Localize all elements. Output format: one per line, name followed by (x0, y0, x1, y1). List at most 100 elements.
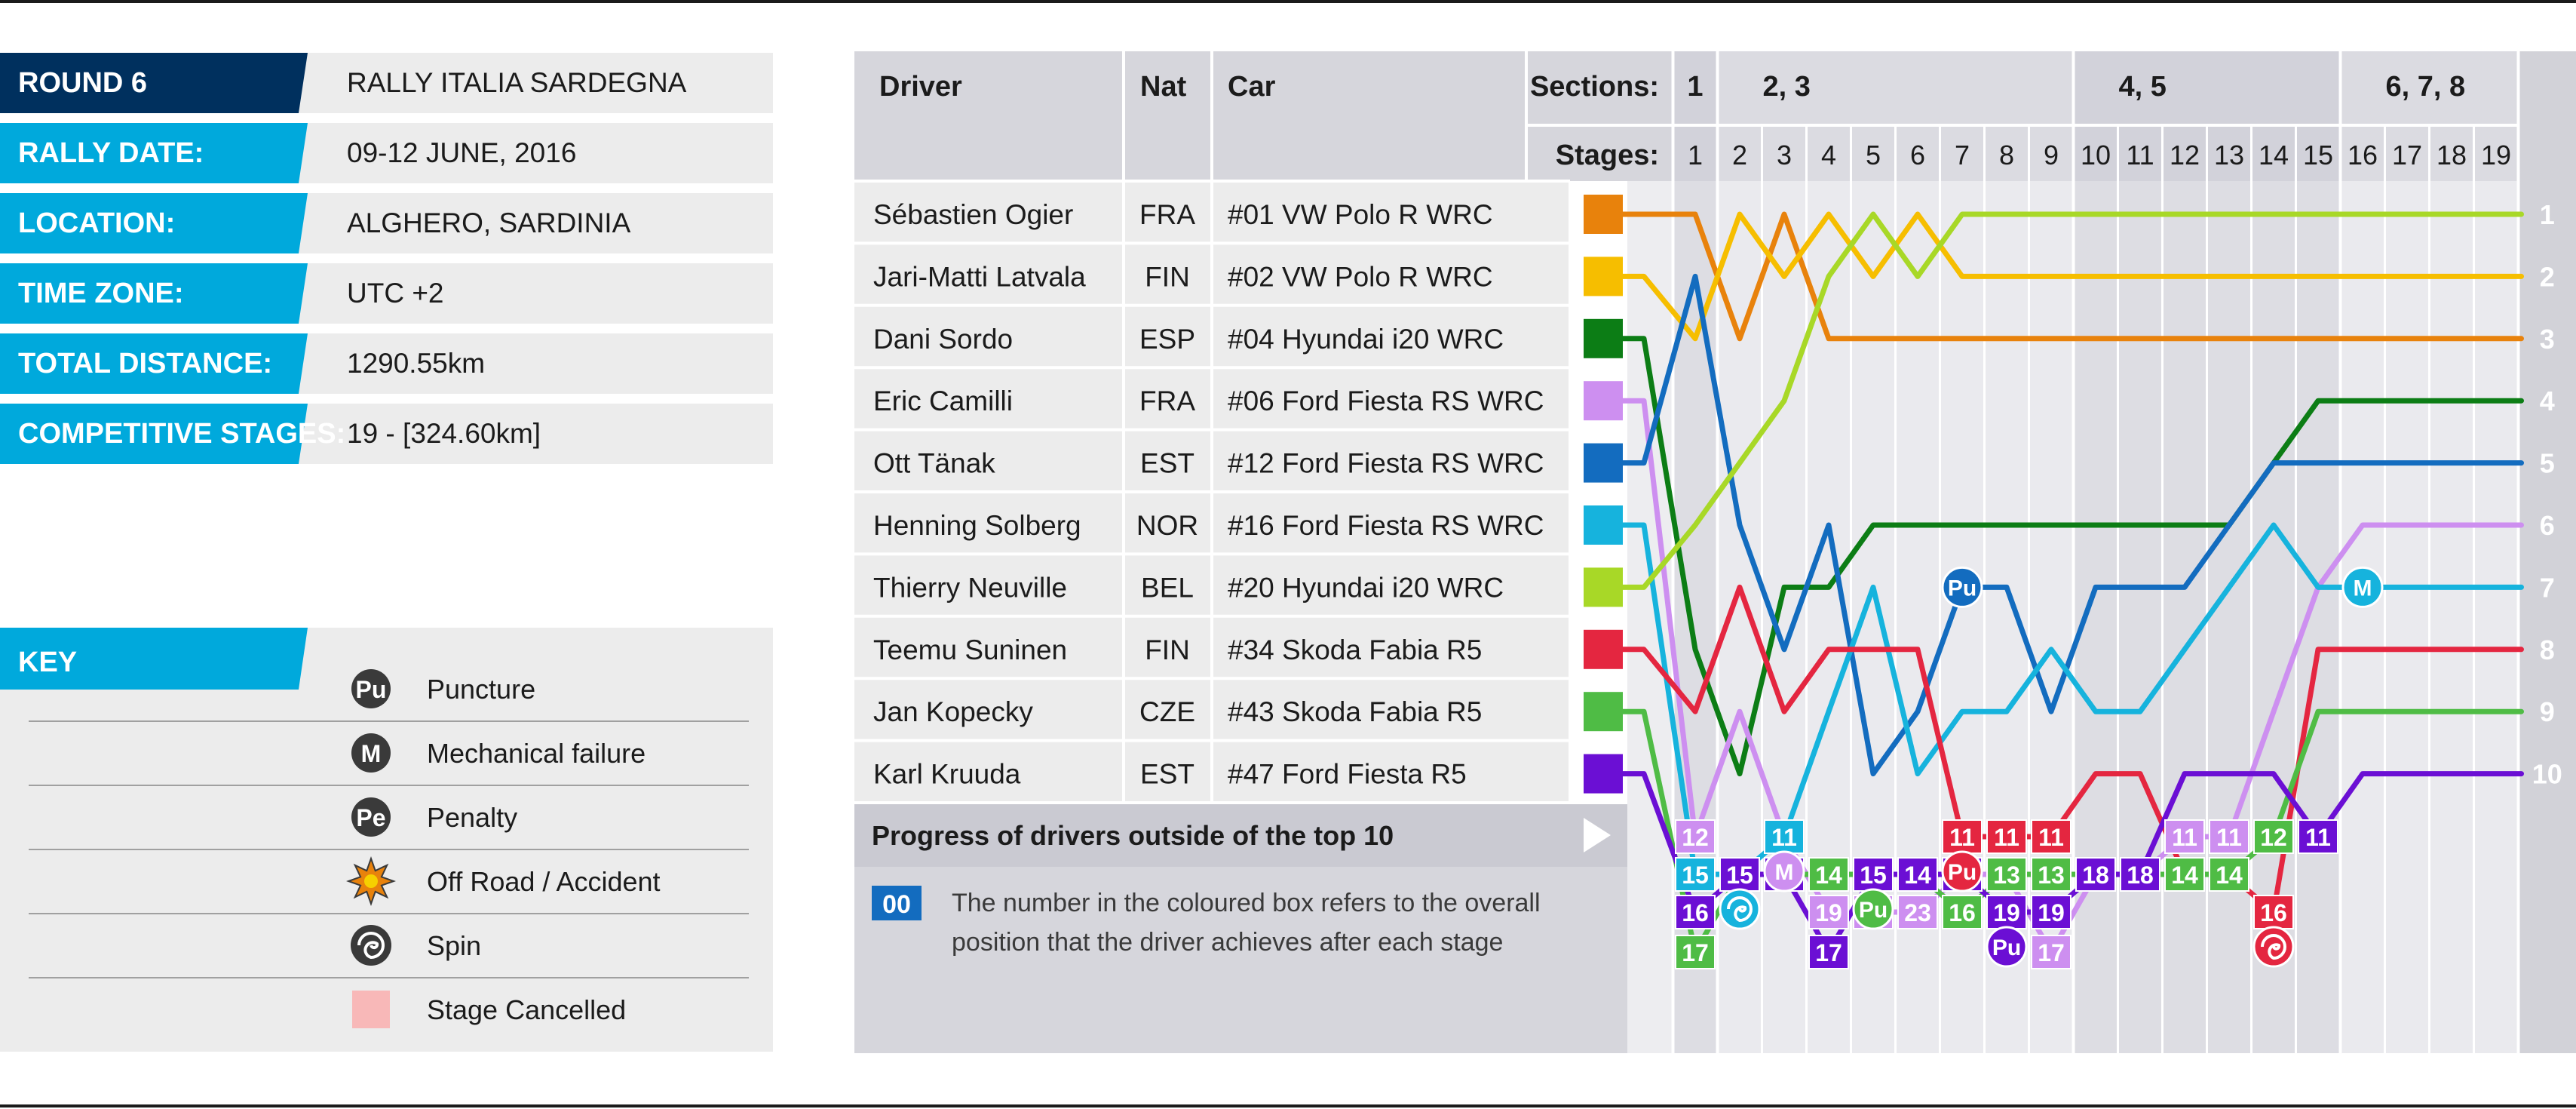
position-box (2253, 819, 2294, 854)
penalty-icon-glyph: Pe (356, 804, 385, 831)
position-box (2075, 857, 2116, 892)
position-lines (1600, 211, 2524, 955)
driver-start-marker (1584, 567, 1623, 607)
stage-number: 13 (2214, 140, 2244, 170)
spin-event-swirl (2261, 934, 2286, 960)
position-box (2120, 857, 2160, 892)
key-item-label: Penalty (427, 802, 517, 833)
final-position-label: 9 (2540, 696, 2555, 727)
puncture-icon (351, 669, 391, 708)
driver-name: Thierry Neuville (873, 572, 1067, 603)
driver-car: #01 VW Polo R WRC (1228, 199, 1493, 230)
position-box-label: 15 (1726, 862, 1753, 889)
position-box-label: 11 (1949, 824, 1975, 851)
info-row-label-bg (0, 193, 308, 253)
driver-nat: FRA (1139, 386, 1195, 416)
mechanical-icon-glyph: M (361, 740, 382, 767)
puncture-event-glyph: Pu (1859, 898, 1888, 923)
driver-car: #06 Ford Fiesta RS WRC (1228, 386, 1544, 416)
driver-nat: FIN (1145, 261, 1190, 292)
key-panel: KEY Pu Puncture M Mechanical failure Pe Penalt… (0, 628, 773, 1052)
driver-nat: FIN (1145, 634, 1190, 665)
position-box-label: 11 (2172, 824, 2197, 851)
mechanical-event-icon (2341, 566, 2384, 608)
stage-number: 12 (2170, 140, 2200, 170)
position-box (1808, 857, 1849, 892)
position-box-label: 16 (1682, 899, 1709, 926)
position-box (1808, 935, 1849, 969)
driver-name: Jan Kopecky (873, 696, 1033, 727)
spin-event-swirl (1727, 896, 1753, 923)
position-box-label: 16 (2260, 899, 2287, 926)
section-label: 1 (1687, 71, 1703, 103)
note-line: The number in the coloured box refers to… (952, 889, 1541, 917)
position-box-label: 11 (2038, 824, 2064, 851)
mechanical-icon (351, 733, 391, 773)
driver-car: #16 Ford Fiesta RS WRC (1228, 510, 1544, 541)
stage-number: 14 (2259, 140, 2289, 170)
stage-number: 2 (1732, 140, 1747, 170)
note-sample-box-label: 00 (882, 890, 911, 919)
position-box (1719, 857, 1760, 892)
position-box-label: 12 (2260, 824, 2287, 851)
driver-name: Henning Solberg (873, 510, 1081, 541)
position-box (2031, 857, 2072, 892)
info-row-value: ALGHERO, SARDINIA (347, 207, 631, 238)
info-row-label-bg (0, 404, 308, 464)
position-box-label: 14 (2216, 862, 2243, 889)
position-box (1942, 895, 1983, 929)
penalty-icon (351, 797, 391, 837)
stage-number: 8 (1999, 140, 2014, 170)
cancelled-stage-icon (352, 991, 390, 1028)
driver-car: #02 VW Polo R WRC (1228, 261, 1493, 292)
driver-car: #43 Skoda Fabia R5 (1228, 696, 1482, 727)
position-box (1986, 857, 2027, 892)
stage-number: 6 (1910, 140, 1925, 170)
info-row-label: TOTAL DISTANCE: (18, 348, 272, 379)
stage-number: 19 (2481, 140, 2511, 170)
driver-name: Dani Sordo (873, 324, 1013, 355)
header-nat: Nat (1140, 71, 1187, 103)
position-box (1675, 935, 1716, 969)
position-box (2031, 895, 2072, 929)
position-box-label: 14 (2171, 862, 2198, 889)
final-position-label: 4 (2540, 386, 2555, 416)
key-item-label: Stage Cancelled (427, 994, 626, 1025)
puncture-event-glyph: Pu (1948, 576, 1976, 601)
position-line (1600, 211, 2524, 342)
driver-nat: EST (1140, 448, 1194, 479)
position-box-label: 16 (1949, 899, 1976, 926)
driver-name: Karl Kruuda (873, 759, 1021, 790)
position-box (2164, 819, 2205, 854)
driver-car: #34 Skoda Fabia R5 (1228, 634, 1482, 665)
position-box (1675, 857, 1716, 892)
info-row-label-bg (0, 53, 308, 113)
position-box (2209, 857, 2249, 892)
final-position-label: 7 (2540, 572, 2555, 603)
position-box (2253, 895, 2294, 929)
note-line: position that the driver achieves after … (952, 928, 1503, 957)
rally-info-panel: ROUND 6 RALLY ITALIA SARDEGNA RALLY DATE: 0… (0, 53, 773, 464)
info-row-label-bg (0, 263, 308, 324)
position-box-label: 11 (1771, 824, 1797, 851)
driver-nat: ESP (1139, 324, 1195, 355)
position-box-label: 14 (1904, 862, 1931, 889)
driver-nat: CZE (1139, 696, 1195, 727)
spin-icon-swirl (357, 932, 385, 960)
position-box-label: 19 (2038, 899, 2065, 926)
event-markers: Pu M Pu Pu Pu M (1719, 566, 2384, 968)
header-driver: Driver (879, 71, 962, 103)
position-box-label: 11 (1994, 824, 2019, 851)
position-box (1853, 857, 1894, 892)
final-position-label: 1 (2540, 199, 2555, 230)
stage-number: 3 (1777, 140, 1792, 170)
position-box (1897, 857, 1938, 892)
stage-number: 7 (1955, 140, 1970, 170)
position-line (1600, 398, 2524, 955)
position-box-label: 17 (1682, 939, 1709, 966)
position-box-label: 18 (2127, 862, 2154, 889)
puncture-icon-glyph: Pu (356, 676, 387, 703)
outside-band-title-bg (854, 804, 1627, 867)
position-line (1600, 273, 2524, 777)
